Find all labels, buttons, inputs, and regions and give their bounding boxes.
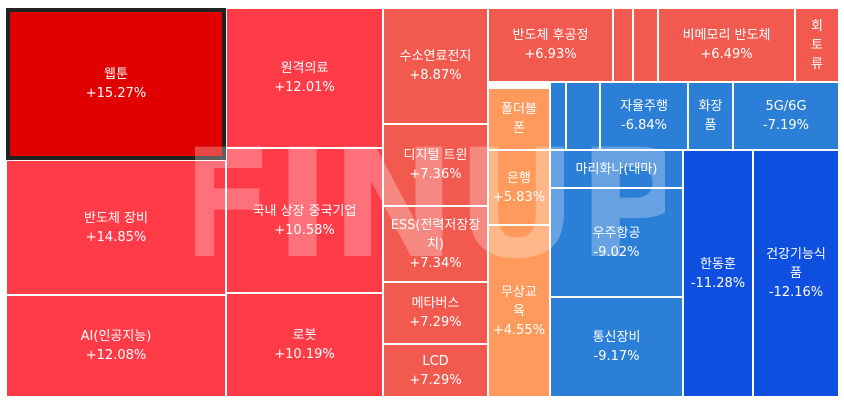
tile-name: 은행 <box>507 170 531 186</box>
tile-change: +8.87% <box>409 68 462 83</box>
treemap-tile-반도체-장비[interactable]: 반도체 장비 +14.85% <box>6 160 226 295</box>
treemap-tile-반도체-후공정[interactable]: 반도체 후공정 +6.93% <box>488 8 613 82</box>
tile-change: +7.36% <box>409 167 462 182</box>
tile-name: 메타버스 <box>411 296 460 311</box>
treemap-tile-웹툰[interactable]: 웹툰 +15.27% <box>6 8 226 160</box>
treemap-tile-국내-상장-중국기업[interactable]: 국내 상장 중국기업 +10.58% <box>226 148 383 293</box>
treemap-tile-폴더블폰[interactable]: 폴더블폰 <box>488 88 550 150</box>
treemap-tile-unnamed-12[interactable] <box>613 8 633 82</box>
tile-name: 마리화나(대마) <box>575 161 658 177</box>
tile-name: 반도체 장비 <box>84 210 148 226</box>
tile-name: 회토류 <box>811 18 823 72</box>
tile-change: -6.84% <box>621 118 667 133</box>
treemap-tile-디지털-트윈[interactable]: 디지털 트윈 +7.36% <box>383 124 488 206</box>
treemap-tile-무상교육[interactable]: 무상교육 +4.55% <box>488 225 550 397</box>
tile-change: -9.02% <box>593 244 640 260</box>
treemap-tile-우주항공[interactable]: 우주항공 -9.02% <box>550 188 683 297</box>
tile-change: -11.28% <box>690 275 746 291</box>
tile-change: +15.27% <box>85 86 147 101</box>
tile-name: 폴더블폰 <box>501 102 537 136</box>
tile-change: +5.83% <box>492 189 546 205</box>
tile-change: +10.19% <box>274 347 335 362</box>
tile-name: 자율주행 <box>620 99 668 114</box>
tile-name: 원격의료 <box>280 61 329 76</box>
treemap-tile-ess-전력저장장치[interactable]: ESS(전력저장장치) +7.34% <box>383 206 488 282</box>
treemap-tile-로봇[interactable]: 로봇 +10.19% <box>226 293 383 397</box>
treemap-tile-통신장비[interactable]: 통신장비 -9.17% <box>550 297 683 397</box>
tile-name: 화장품 <box>698 99 723 133</box>
tile-change: +10.58% <box>274 222 335 238</box>
tile-change: +7.29% <box>409 315 462 330</box>
tile-name: 국내 상장 중국기업 <box>252 203 357 219</box>
treemap-tile-unnamed-20[interactable] <box>566 82 600 150</box>
treemap-tile-한동훈[interactable]: 한동훈 -11.28% <box>683 150 753 397</box>
treemap-tile-메타버스[interactable]: 메타버스 +7.29% <box>383 282 488 344</box>
treemap-tile-회토류[interactable]: 회토류 <box>795 8 839 82</box>
treemap-tile-unnamed-13[interactable] <box>633 8 658 82</box>
tile-name: 한동훈 <box>700 256 736 272</box>
tile-change: -12.16% <box>768 285 824 300</box>
tile-name: 5G/6G <box>765 99 807 114</box>
tile-change: -9.17% <box>593 349 640 364</box>
treemap-tile-마리화나-대마[interactable]: 마리화나(대마) <box>550 150 683 188</box>
tile-change: -7.19% <box>763 118 809 133</box>
tile-name: 수소연료전지 <box>399 49 472 64</box>
treemap-tile-원격의료[interactable]: 원격의료 +12.01% <box>226 8 383 148</box>
tile-name: AI(인공지능) <box>80 329 152 344</box>
treemap-tile-수소연료전지[interactable]: 수소연료전지 +8.87% <box>383 8 488 124</box>
tile-name: ESS(전력저장장치) <box>390 217 481 252</box>
tile-name: 디지털 트윈 <box>403 148 468 163</box>
tile-change: +6.93% <box>524 47 577 62</box>
tile-name: 로봇 <box>292 328 317 343</box>
treemap-tile-비메모리-반도체[interactable]: 비메모리 반도체 +6.49% <box>658 8 795 82</box>
tile-change: +7.29% <box>409 372 462 388</box>
tile-name: 웹툰 <box>104 67 128 82</box>
tile-name: 통신장비 <box>592 330 641 345</box>
tile-change: +4.55% <box>492 322 546 338</box>
treemap-tile-건강기능식품[interactable]: 건강기능식품 -12.16% <box>753 150 839 397</box>
tile-name: 건강기능식품 <box>766 247 826 281</box>
tile-name: 우주항공 <box>592 225 641 241</box>
treemap-tile-unnamed-19[interactable] <box>550 82 566 150</box>
tile-change: +6.49% <box>700 47 753 62</box>
tile-name: 무상교육 <box>501 284 537 319</box>
treemap-tile-화장품[interactable]: 화장품 <box>688 82 733 150</box>
tile-name: 반도체 후공정 <box>512 28 589 43</box>
tile-change: +12.01% <box>274 80 335 95</box>
tile-change: +7.34% <box>409 255 462 271</box>
treemap-tile-lcd[interactable]: LCD +7.29% <box>383 344 488 397</box>
treemap-tile-은행[interactable]: 은행 +5.83% <box>488 150 550 225</box>
tile-name: LCD <box>422 353 449 369</box>
treemap-tile-5g-6g[interactable]: 5G/6G -7.19% <box>733 82 839 150</box>
tile-change: +14.85% <box>85 229 147 245</box>
treemap-tile-자율주행[interactable]: 자율주행 -6.84% <box>600 82 688 150</box>
treemap-tile-ai-인공지능[interactable]: AI(인공지능) +12.08% <box>6 295 226 397</box>
tile-name: 비메모리 반도체 <box>682 28 771 43</box>
tile-change: +12.08% <box>85 348 147 363</box>
